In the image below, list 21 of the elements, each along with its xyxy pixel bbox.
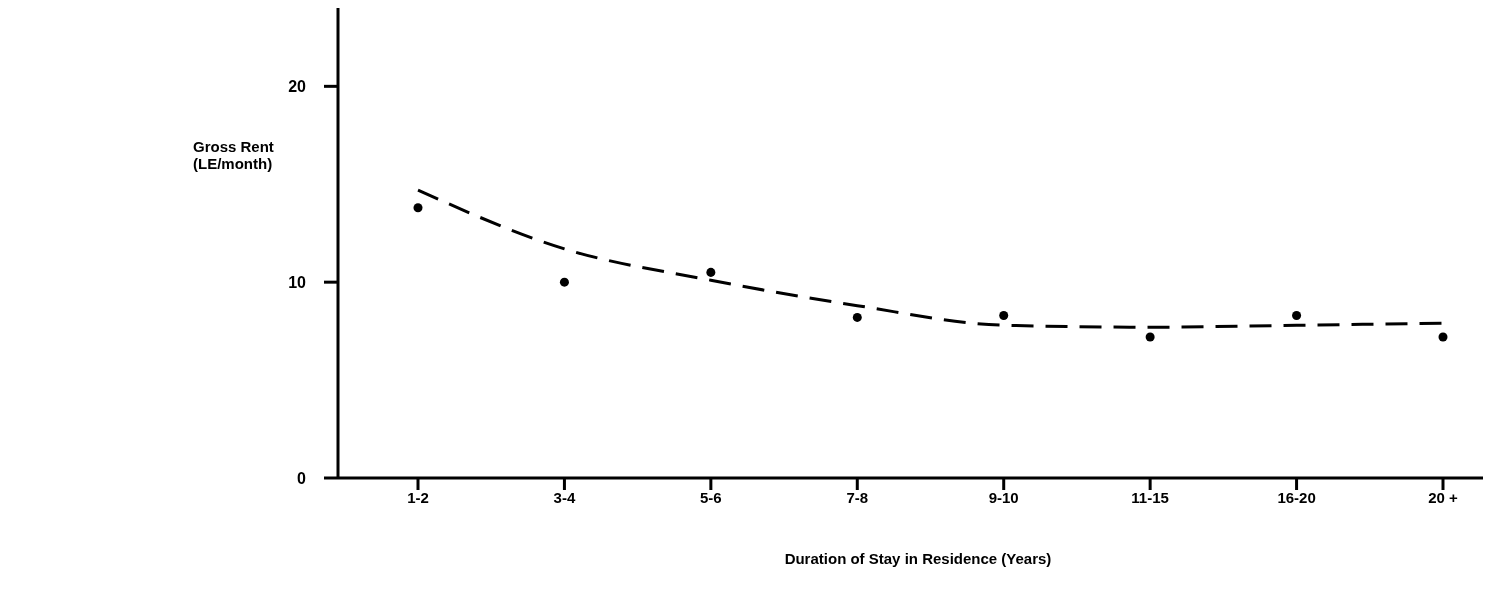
point bbox=[999, 310, 1009, 320]
x-tick-label: 3-4 bbox=[553, 488, 576, 506]
x-tick-label: 20 + bbox=[1428, 488, 1459, 506]
y-tick-label: 10 bbox=[288, 273, 307, 291]
point bbox=[706, 267, 716, 277]
y-axis-title: Gross Rent (LE/month) bbox=[193, 138, 274, 172]
point bbox=[1292, 310, 1302, 320]
point bbox=[852, 312, 862, 322]
y-tick-label: 20 bbox=[288, 78, 307, 96]
y-tick-label: 0 bbox=[297, 469, 307, 487]
point bbox=[559, 277, 569, 287]
point bbox=[413, 203, 423, 213]
x-tick-label: 11-15 bbox=[1131, 488, 1169, 506]
point bbox=[1438, 332, 1448, 342]
x-tick-label: 1-2 bbox=[407, 488, 429, 506]
x-axis-title: Duration of Stay in Residence (Years) bbox=[783, 550, 1053, 567]
x-tick-label: 16-20 bbox=[1277, 488, 1316, 506]
x-tick-label: 9-10 bbox=[988, 488, 1019, 506]
x-tick-label: 5-6 bbox=[700, 488, 722, 506]
point bbox=[1145, 332, 1155, 342]
x-tick-label: 7-8 bbox=[846, 488, 869, 506]
